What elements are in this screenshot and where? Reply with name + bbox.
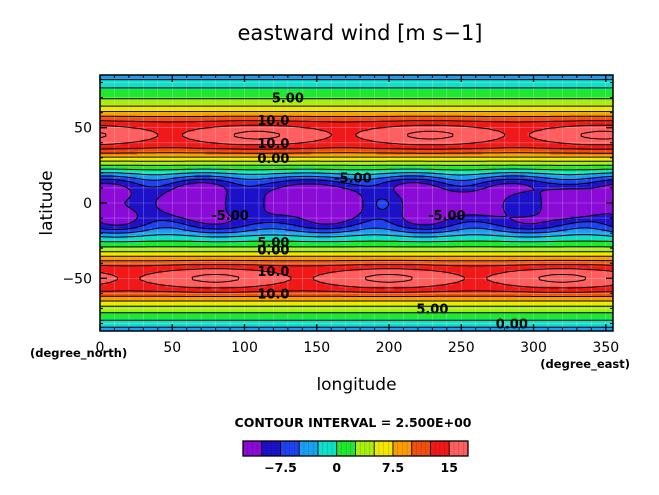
- colorbar-frame: [242, 440, 469, 457]
- contour-label: 10.0: [257, 265, 289, 280]
- y-tick-label: 50: [74, 121, 92, 137]
- contour-label: 10.0: [257, 287, 289, 302]
- x-tick-label: 350: [592, 340, 619, 356]
- contour-line: [100, 79, 613, 328]
- contour-line: [100, 120, 613, 293]
- contour-label: 5.00: [257, 236, 289, 251]
- contour-label: -5.00: [334, 171, 371, 186]
- chart-title: eastward wind [m s−1]: [237, 21, 482, 45]
- x-axis-label: longitude: [316, 375, 396, 395]
- contour-label: 10.0: [257, 114, 289, 129]
- contour-line: [100, 98, 613, 314]
- contour-line: [100, 182, 613, 226]
- colorbar-tick-label: −7.5: [264, 460, 297, 475]
- contour-interval-text: CONTOUR INTERVAL = 2.500E+00: [235, 415, 472, 430]
- x-tick-label: 50: [163, 340, 181, 356]
- x-tick-label: 100: [231, 340, 258, 356]
- contour-line: [100, 130, 613, 283]
- contour-label: 0.00: [257, 244, 289, 259]
- colorbar-tick-label: 15: [441, 460, 458, 475]
- contour-label: 10.0: [257, 137, 289, 152]
- contour-line: [100, 87, 613, 321]
- y-axis-label: latitude: [37, 170, 57, 235]
- contour-line: [100, 178, 613, 230]
- contour-line: [100, 124, 613, 289]
- contour-line: [100, 105, 613, 307]
- contour-line: [100, 175, 613, 234]
- y-tick-label: −50: [62, 271, 92, 287]
- x-tick-label: 150: [303, 340, 330, 356]
- contour-lines: [100, 79, 613, 328]
- x-tick-label: 250: [448, 340, 475, 356]
- x-tick-label: 0: [96, 340, 105, 356]
- contour-label: -5.00: [211, 209, 248, 224]
- colorbar-tick-label: 0: [332, 460, 341, 475]
- wind-field-fill: [100, 75, 613, 331]
- contour-label: -5.00: [428, 209, 465, 224]
- axes: 0 50 100 150 200 250 300 350 −50 0 50: [62, 74, 619, 356]
- colorbar-tick-label: 7.5: [382, 460, 404, 475]
- contour-label: 0.00: [257, 152, 289, 167]
- x-tick-label: 300: [520, 340, 547, 356]
- colorbar: −7.5 0 7.5 15: [242, 440, 469, 475]
- contour-label: 5.00: [272, 92, 304, 107]
- contour-label: 5.00: [416, 302, 448, 317]
- y-tick-label: 0: [83, 196, 92, 212]
- y-unit-label: (degree_north): [30, 346, 127, 361]
- contour-label: 0.00: [496, 317, 528, 332]
- x-unit-label: (degree_east): [540, 357, 630, 372]
- contour-line: [100, 115, 613, 297]
- contour-line: [100, 111, 613, 302]
- x-tick-label: 200: [376, 340, 403, 356]
